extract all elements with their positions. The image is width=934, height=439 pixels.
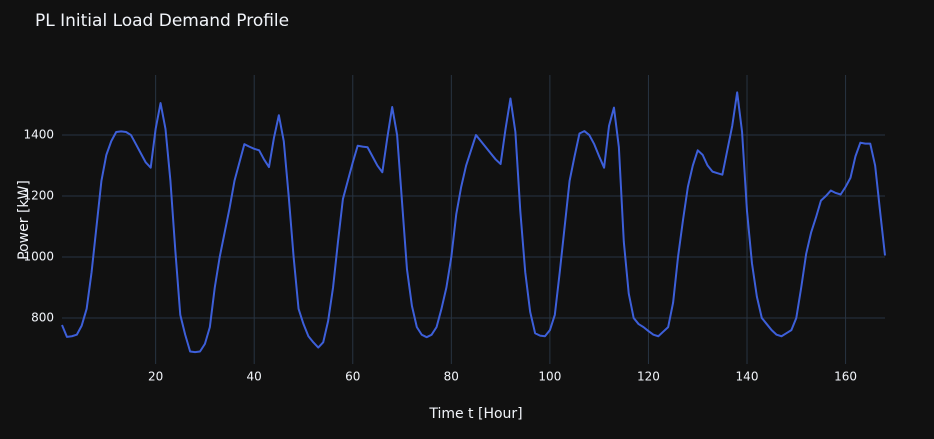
x-tick-label: 80 (444, 370, 459, 384)
x-tick-label: 20 (148, 370, 163, 384)
y-tick-label: 1000 (23, 249, 54, 263)
y-tick-label: 800 (31, 310, 54, 324)
x-tick-label: 120 (637, 370, 660, 384)
chart-title: PL Initial Load Demand Profile (35, 11, 289, 31)
y-tick-label: 1400 (23, 128, 54, 142)
x-tick-label: 100 (538, 370, 561, 384)
y-axis-title: Power [kW] (16, 180, 32, 260)
x-tick-label: 60 (345, 370, 360, 384)
x-axis-title: Time t [Hour] (428, 406, 522, 422)
x-tick-label: 40 (247, 370, 262, 384)
data-line (61, 91, 886, 354)
x-tick-label: 140 (736, 370, 759, 384)
x-tick-label: 160 (834, 370, 857, 384)
y-tick-label: 1200 (23, 189, 54, 203)
